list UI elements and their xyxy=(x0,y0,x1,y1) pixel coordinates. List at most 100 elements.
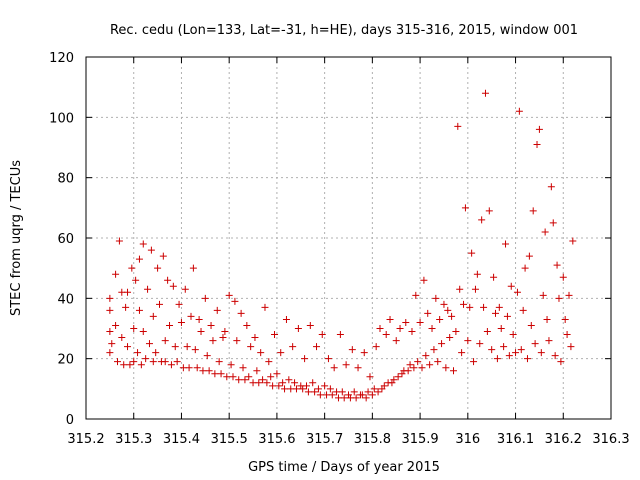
data-point xyxy=(201,294,209,302)
data-point xyxy=(440,300,448,308)
data-point xyxy=(279,379,287,387)
data-point xyxy=(402,318,410,326)
data-point xyxy=(559,273,567,281)
data-point xyxy=(122,303,130,311)
data-point xyxy=(130,358,138,366)
data-point xyxy=(424,309,432,317)
data-point xyxy=(326,385,334,393)
data-point xyxy=(209,337,217,345)
data-point xyxy=(217,370,225,378)
data-point xyxy=(225,291,233,299)
data-point xyxy=(199,367,207,375)
data-point xyxy=(444,306,452,314)
data-point xyxy=(470,358,478,366)
data-point xyxy=(513,288,521,296)
data-point xyxy=(452,328,460,336)
data-point xyxy=(181,285,189,293)
data-point xyxy=(106,328,114,336)
data-point xyxy=(215,358,223,366)
data-point xyxy=(294,325,302,332)
data-point xyxy=(565,291,573,299)
data-point xyxy=(448,312,456,320)
data-point xyxy=(432,294,440,302)
data-point xyxy=(374,388,382,396)
data-point xyxy=(485,207,493,215)
data-point xyxy=(426,361,434,369)
data-point xyxy=(551,352,559,360)
data-point xyxy=(145,340,153,348)
data-point xyxy=(404,367,412,375)
data-point xyxy=(561,315,569,323)
data-point xyxy=(492,309,499,317)
data-point xyxy=(370,385,378,393)
data-point xyxy=(193,364,201,372)
data-point xyxy=(500,343,508,351)
data-point xyxy=(161,358,169,366)
data-point xyxy=(390,376,398,384)
data-point xyxy=(130,325,138,332)
data-point xyxy=(495,303,503,311)
data-point xyxy=(197,328,205,336)
data-point xyxy=(541,228,549,236)
data-point xyxy=(460,300,468,308)
data-point xyxy=(255,379,263,387)
data-point xyxy=(106,306,114,314)
data-point xyxy=(553,261,561,269)
data-point xyxy=(529,207,537,215)
data-point xyxy=(303,382,310,390)
data-point xyxy=(420,276,428,284)
y-tick-label: 60 xyxy=(57,232,74,247)
data-point xyxy=(414,358,422,366)
data-point xyxy=(135,306,143,314)
data-point xyxy=(502,240,510,248)
data-point xyxy=(189,264,197,272)
data-point xyxy=(237,309,245,317)
data-point xyxy=(464,337,472,345)
data-point xyxy=(304,388,312,396)
data-point xyxy=(338,388,346,396)
data-point xyxy=(348,346,356,354)
y-tick-label: 100 xyxy=(49,111,74,126)
data-point xyxy=(171,343,179,351)
data-point xyxy=(183,343,191,351)
axis-ticks: 315.2 315.3 315.4 315.5 315.6 315.7 315.8 315.9… xyxy=(49,51,629,447)
data-point xyxy=(438,340,446,348)
data-point xyxy=(408,328,416,336)
data-point xyxy=(368,391,376,399)
data-point xyxy=(128,264,136,272)
data-point xyxy=(490,273,498,281)
data-point xyxy=(285,376,293,384)
data-point xyxy=(549,219,557,227)
data-point xyxy=(466,303,474,311)
data-point xyxy=(241,376,249,384)
data-point xyxy=(382,331,390,339)
data-point xyxy=(282,315,290,323)
data-point xyxy=(473,270,481,278)
data-point xyxy=(132,276,140,284)
data-point xyxy=(164,276,172,284)
data-point xyxy=(275,382,283,390)
data-point xyxy=(531,340,539,348)
data-point xyxy=(213,306,221,314)
data-point xyxy=(418,364,426,372)
data-point xyxy=(461,204,469,212)
data-point xyxy=(468,249,476,257)
data-point xyxy=(257,349,265,357)
data-point xyxy=(227,361,235,369)
data-point xyxy=(108,340,116,348)
data-point xyxy=(483,328,491,336)
data-point xyxy=(134,349,142,357)
x-tick-label: 315.7 xyxy=(306,432,343,447)
data-point xyxy=(497,325,505,332)
data-point xyxy=(454,122,462,130)
x-tick-label: 315.2 xyxy=(67,432,104,447)
data-point xyxy=(144,285,152,293)
data-point xyxy=(512,349,520,357)
data-point xyxy=(221,328,229,336)
data-point xyxy=(523,355,531,363)
data-point xyxy=(156,300,163,308)
data-point xyxy=(253,367,261,375)
data-point xyxy=(112,321,120,329)
data-point xyxy=(350,388,358,396)
data-point xyxy=(269,382,277,390)
